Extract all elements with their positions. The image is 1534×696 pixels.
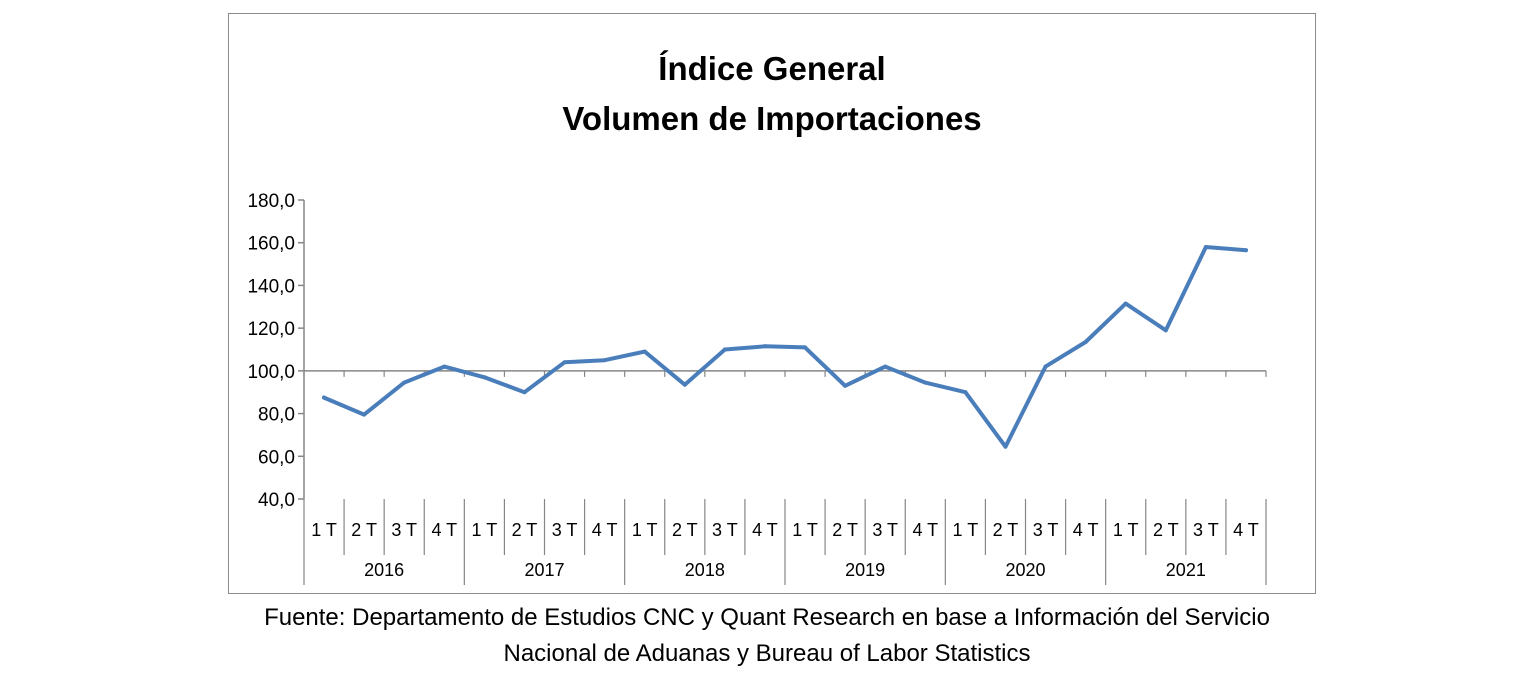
x-quarter-label: 2 T [1153,520,1179,540]
x-quarter-label: 2 T [512,520,538,540]
data-point [1123,301,1128,306]
x-quarter-label: 4 T [752,520,778,540]
data-point [923,380,928,385]
y-tick-label: 120,0 [247,319,295,340]
x-quarter-label: 1 T [472,520,498,540]
y-tick-label: 80,0 [258,405,295,426]
x-year-label: 2016 [364,560,404,580]
data-point [1203,244,1208,249]
y-tick-label: 160,0 [247,234,295,255]
data-point [1163,328,1168,333]
x-quarter-label: 3 T [552,520,578,540]
x-quarter-label: 4 T [912,520,938,540]
x-quarter-label: 2 T [351,520,377,540]
data-point [803,345,808,350]
series-line [322,245,1248,449]
x-quarter-label: 4 T [592,520,618,540]
x-quarter-label: 3 T [391,520,417,540]
x-quarter-label: 4 T [1233,520,1259,540]
data-point [402,380,407,385]
chart-plot: 180,0 160,0 140,0 120,0 100,0 80,0 60,0 40,0 1 T… [247,191,1267,585]
data-point [1243,248,1248,253]
x-quarter-label: 3 T [872,520,898,540]
y-tick-label: 140,0 [247,276,295,297]
data-point [362,412,367,417]
data-point [1083,340,1088,345]
y-tick-label: 60,0 [258,447,295,468]
x-quarter-label: 1 T [1113,520,1139,540]
x-quarter-label: 1 T [311,520,337,540]
x-year-label: 2018 [685,560,725,580]
data-point [722,347,727,352]
y-tick-label: 40,0 [258,490,295,511]
data-point [522,390,527,395]
data-point [963,390,968,395]
y-tick-label: 180,0 [247,191,295,212]
data-point [562,360,567,365]
data-point [322,395,327,400]
data-point [1003,444,1008,449]
x-year-label: 2017 [524,560,564,580]
x-quarter-label: 2 T [832,520,858,540]
chart-title-line-2: Volumen de Importaciones [562,100,982,137]
chart-frame: Índice General Volumen de Importaciones … [228,13,1316,594]
x-quarter-label: 3 T [1193,520,1219,540]
x-quarter-label: 2 T [672,520,698,540]
x-year-label: 2019 [845,560,885,580]
y-tick-label: 100,0 [247,362,295,383]
source-note-line-1: Fuente: Departamento de Estudios CNC y Q… [264,604,1270,631]
x-year-label: 2020 [1005,560,1045,580]
data-point [1043,364,1048,369]
x-quarter-label: 2 T [993,520,1019,540]
x-quarter-label: 1 T [792,520,818,540]
data-point [762,344,767,349]
x-quarter-label: 3 T [1033,520,1059,540]
x-quarter-label: 3 T [712,520,738,540]
data-point [642,349,647,354]
data-point [442,364,447,369]
source-note-line-2: Nacional de Aduanas y Bureau of Labor St… [503,640,1031,667]
data-point [482,375,487,380]
data-point [682,382,687,387]
chart-title-line-1: Índice General [658,50,886,87]
data-point [843,383,848,388]
data-point [883,364,888,369]
data-point [602,358,607,363]
x-quarter-label: 4 T [431,520,457,540]
x-year-label: 2021 [1166,560,1206,580]
x-quarter-label: 1 T [953,520,979,540]
x-quarter-label: 1 T [632,520,658,540]
x-quarter-label: 4 T [1073,520,1099,540]
